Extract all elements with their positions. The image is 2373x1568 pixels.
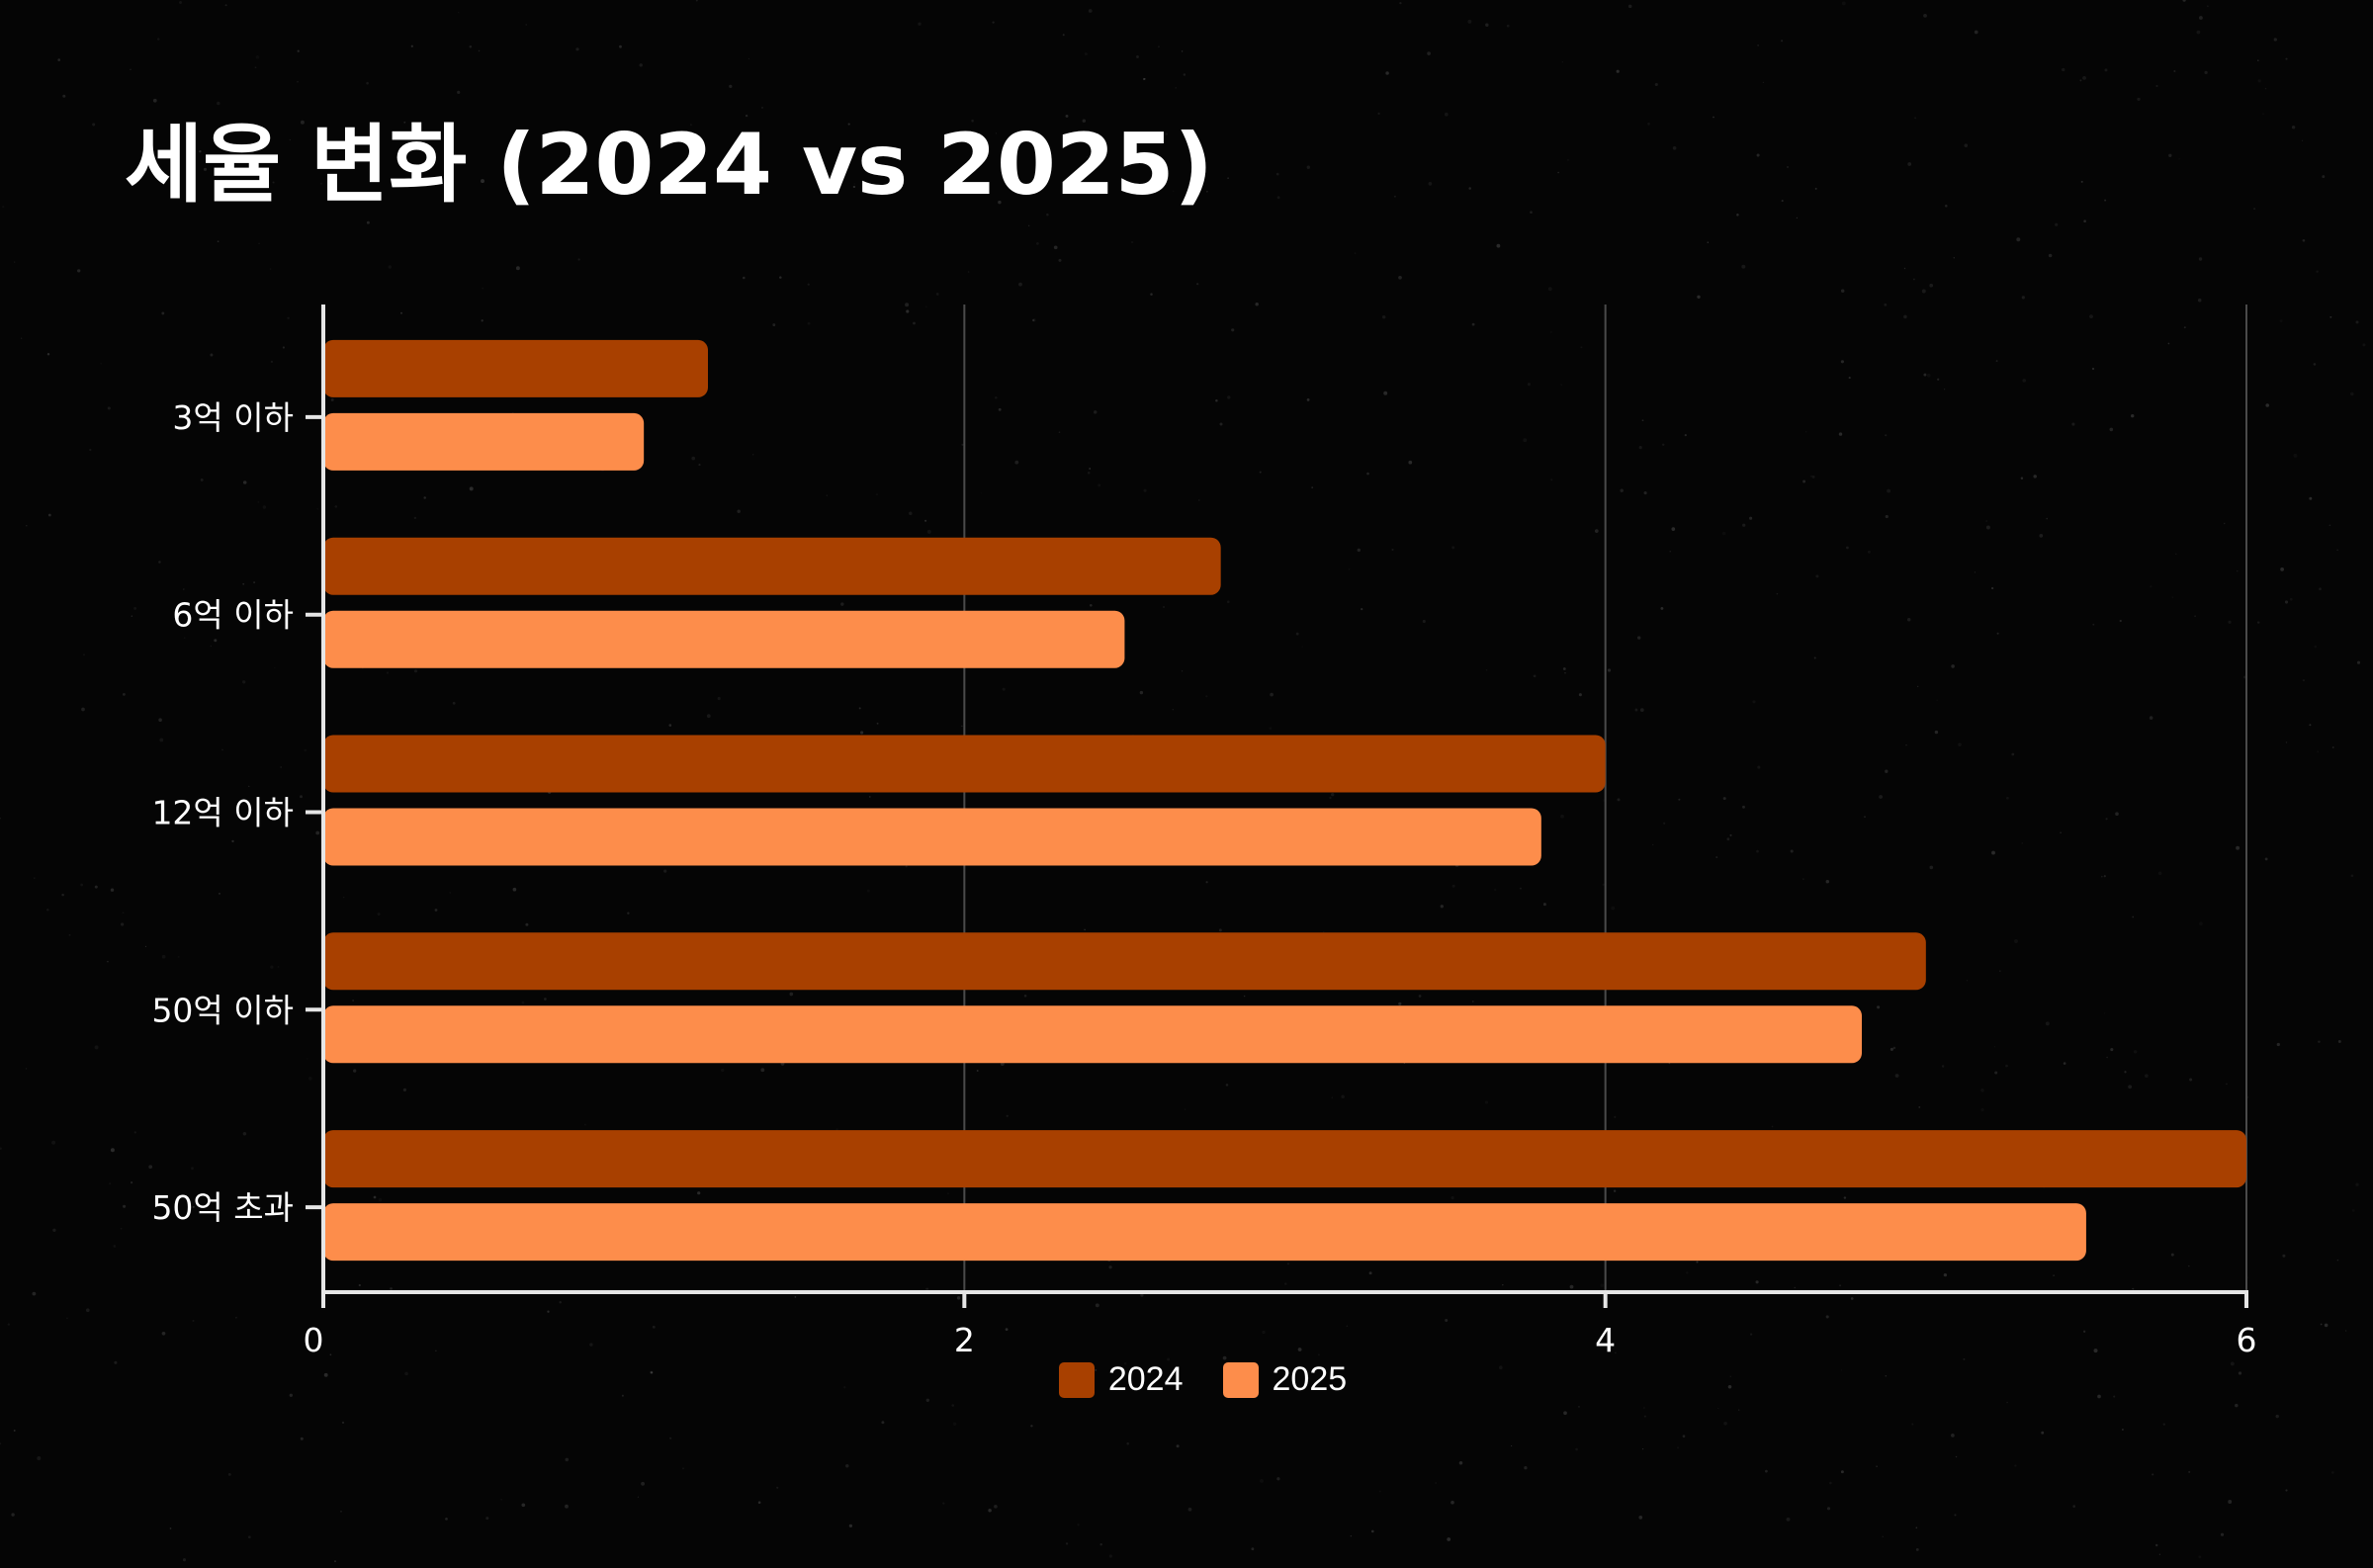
- bar-2024-3: [323, 932, 1926, 991]
- y-tick-label-4: 50억 초과: [151, 1188, 294, 1227]
- x-tick-label-3: 6: [2237, 1321, 2257, 1359]
- legend-label-2025: 2025: [1272, 1360, 1348, 1398]
- legend-item-2025: 2025: [1222, 1360, 1348, 1399]
- y-tick-label-2: 12억 이하: [151, 794, 294, 832]
- x-tick-label-0: 0: [304, 1321, 324, 1359]
- legend-swatch-2025: [1222, 1361, 1259, 1398]
- x-tick-label-2: 4: [1595, 1321, 1616, 1359]
- bar-2025-0: [323, 412, 645, 471]
- bar-2024-0: [323, 339, 708, 397]
- legend-label-2024: 2024: [1107, 1360, 1184, 1398]
- y-tick-label-0: 3억 이하: [172, 398, 294, 437]
- bar-2025-1: [323, 610, 1125, 668]
- legend-item-2024: 2024: [1058, 1360, 1184, 1399]
- bar-2025-3: [323, 1005, 1862, 1064]
- x-tick-label-1: 2: [954, 1321, 975, 1359]
- chart-title: 세율 변화 (2024 vs 2025): [125, 116, 1213, 215]
- bar-2025-4: [323, 1203, 2086, 1262]
- bar-2024-2: [323, 735, 1606, 793]
- y-tick-label-3: 50억 이하: [151, 991, 294, 1029]
- bar-2025-2: [323, 808, 1541, 866]
- y-tick-label-1: 6억 이하: [172, 596, 294, 635]
- legend-swatch-2024: [1058, 1361, 1095, 1398]
- bar-2024-4: [323, 1130, 2246, 1188]
- legend: 2024 2025: [0, 1360, 2373, 1399]
- bar-2024-1: [323, 537, 1221, 595]
